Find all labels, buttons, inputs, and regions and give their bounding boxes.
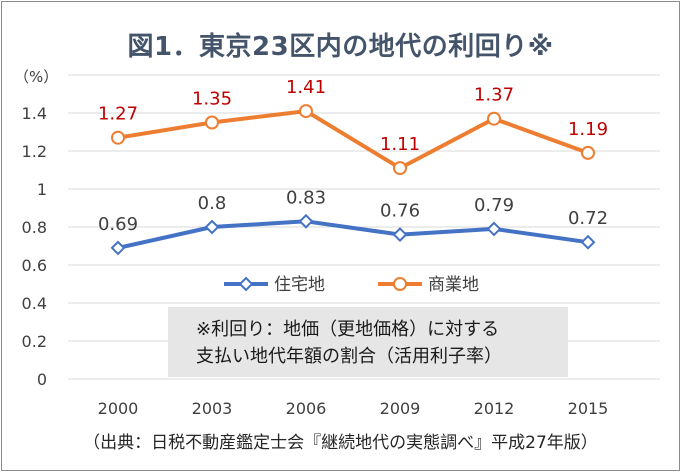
legend-label: 住宅地 (274, 275, 325, 295)
y-tick-label: 1.4 (22, 104, 47, 123)
data-label: 0.83 (286, 187, 326, 208)
data-point (392, 227, 408, 243)
x-tick-label: 2000 (98, 399, 139, 418)
series-layer (110, 104, 596, 256)
data-point (298, 213, 314, 229)
annotation-line-2: 支払い地代年額の割合（活用利子率） (196, 346, 502, 367)
x-tick-label: 2003 (192, 399, 233, 418)
y-tick-label: 0 (37, 370, 47, 389)
y-tick-label: 0.2 (22, 332, 47, 351)
x-tick-label: 2006 (286, 399, 327, 418)
y-tick-label: 1.2 (22, 142, 47, 161)
data-label: 1.41 (286, 77, 326, 98)
data-label: 0.8 (198, 193, 227, 214)
legend-swatch-marker (393, 277, 407, 291)
gridlines (68, 74, 660, 380)
source-note: （出典：日税不動産鑑定士会『継続地代の実態調べ』平成27年版） (83, 433, 598, 453)
data-point (486, 221, 502, 237)
data-label: 1.35 (192, 89, 232, 110)
legend-label: 商業地 (428, 275, 479, 295)
data-point (205, 115, 219, 130)
data-point (487, 111, 501, 126)
x-axis-ticks: 2000 2003 2006 2009 2012 2015 (98, 399, 609, 418)
data-labels: 0.69 0.8 0.83 0.76 0.79 0.72 1.27 1.35 1.41 1.11 1… (98, 77, 608, 235)
y-tick-label: 1 (37, 180, 47, 199)
x-tick-label: 2012 (474, 399, 515, 418)
data-label: 0.72 (568, 208, 608, 229)
data-label: 1.37 (474, 85, 514, 106)
data-point (110, 240, 126, 256)
y-tick-label: 0.8 (22, 218, 47, 237)
data-point (204, 219, 220, 235)
chart-title: 図1．東京23区内の地代の利回り※ (127, 32, 554, 62)
data-label: 1.27 (98, 104, 138, 125)
legend: 住宅地 商業地 (224, 275, 479, 295)
legend-swatch-marker (238, 276, 254, 292)
series-line (117, 219, 589, 250)
data-point (581, 145, 595, 160)
data-point (580, 234, 596, 250)
data-point (299, 104, 313, 119)
data-label: 1.11 (380, 134, 420, 155)
x-tick-label: 2009 (380, 399, 421, 418)
data-label: 0.69 (98, 214, 138, 235)
data-label: 0.79 (474, 195, 514, 216)
data-point (111, 130, 125, 145)
x-tick-label: 2015 (568, 399, 609, 418)
series-line (117, 109, 589, 171)
data-point (393, 161, 407, 176)
annotation-line-1: ※利回り：地価（更地価格）に対する (196, 319, 500, 340)
data-label: 1.19 (568, 119, 608, 140)
y-tick-label: 0.6 (22, 256, 47, 275)
data-label: 0.76 (380, 201, 420, 222)
y-axis-ticks: 0 0.2 0.4 0.6 0.8 1 1.2 1.4 (22, 104, 47, 389)
y-tick-label: 0.4 (22, 294, 47, 313)
y-axis-unit-label: （%） (14, 68, 59, 86)
annotation-box (168, 307, 568, 377)
